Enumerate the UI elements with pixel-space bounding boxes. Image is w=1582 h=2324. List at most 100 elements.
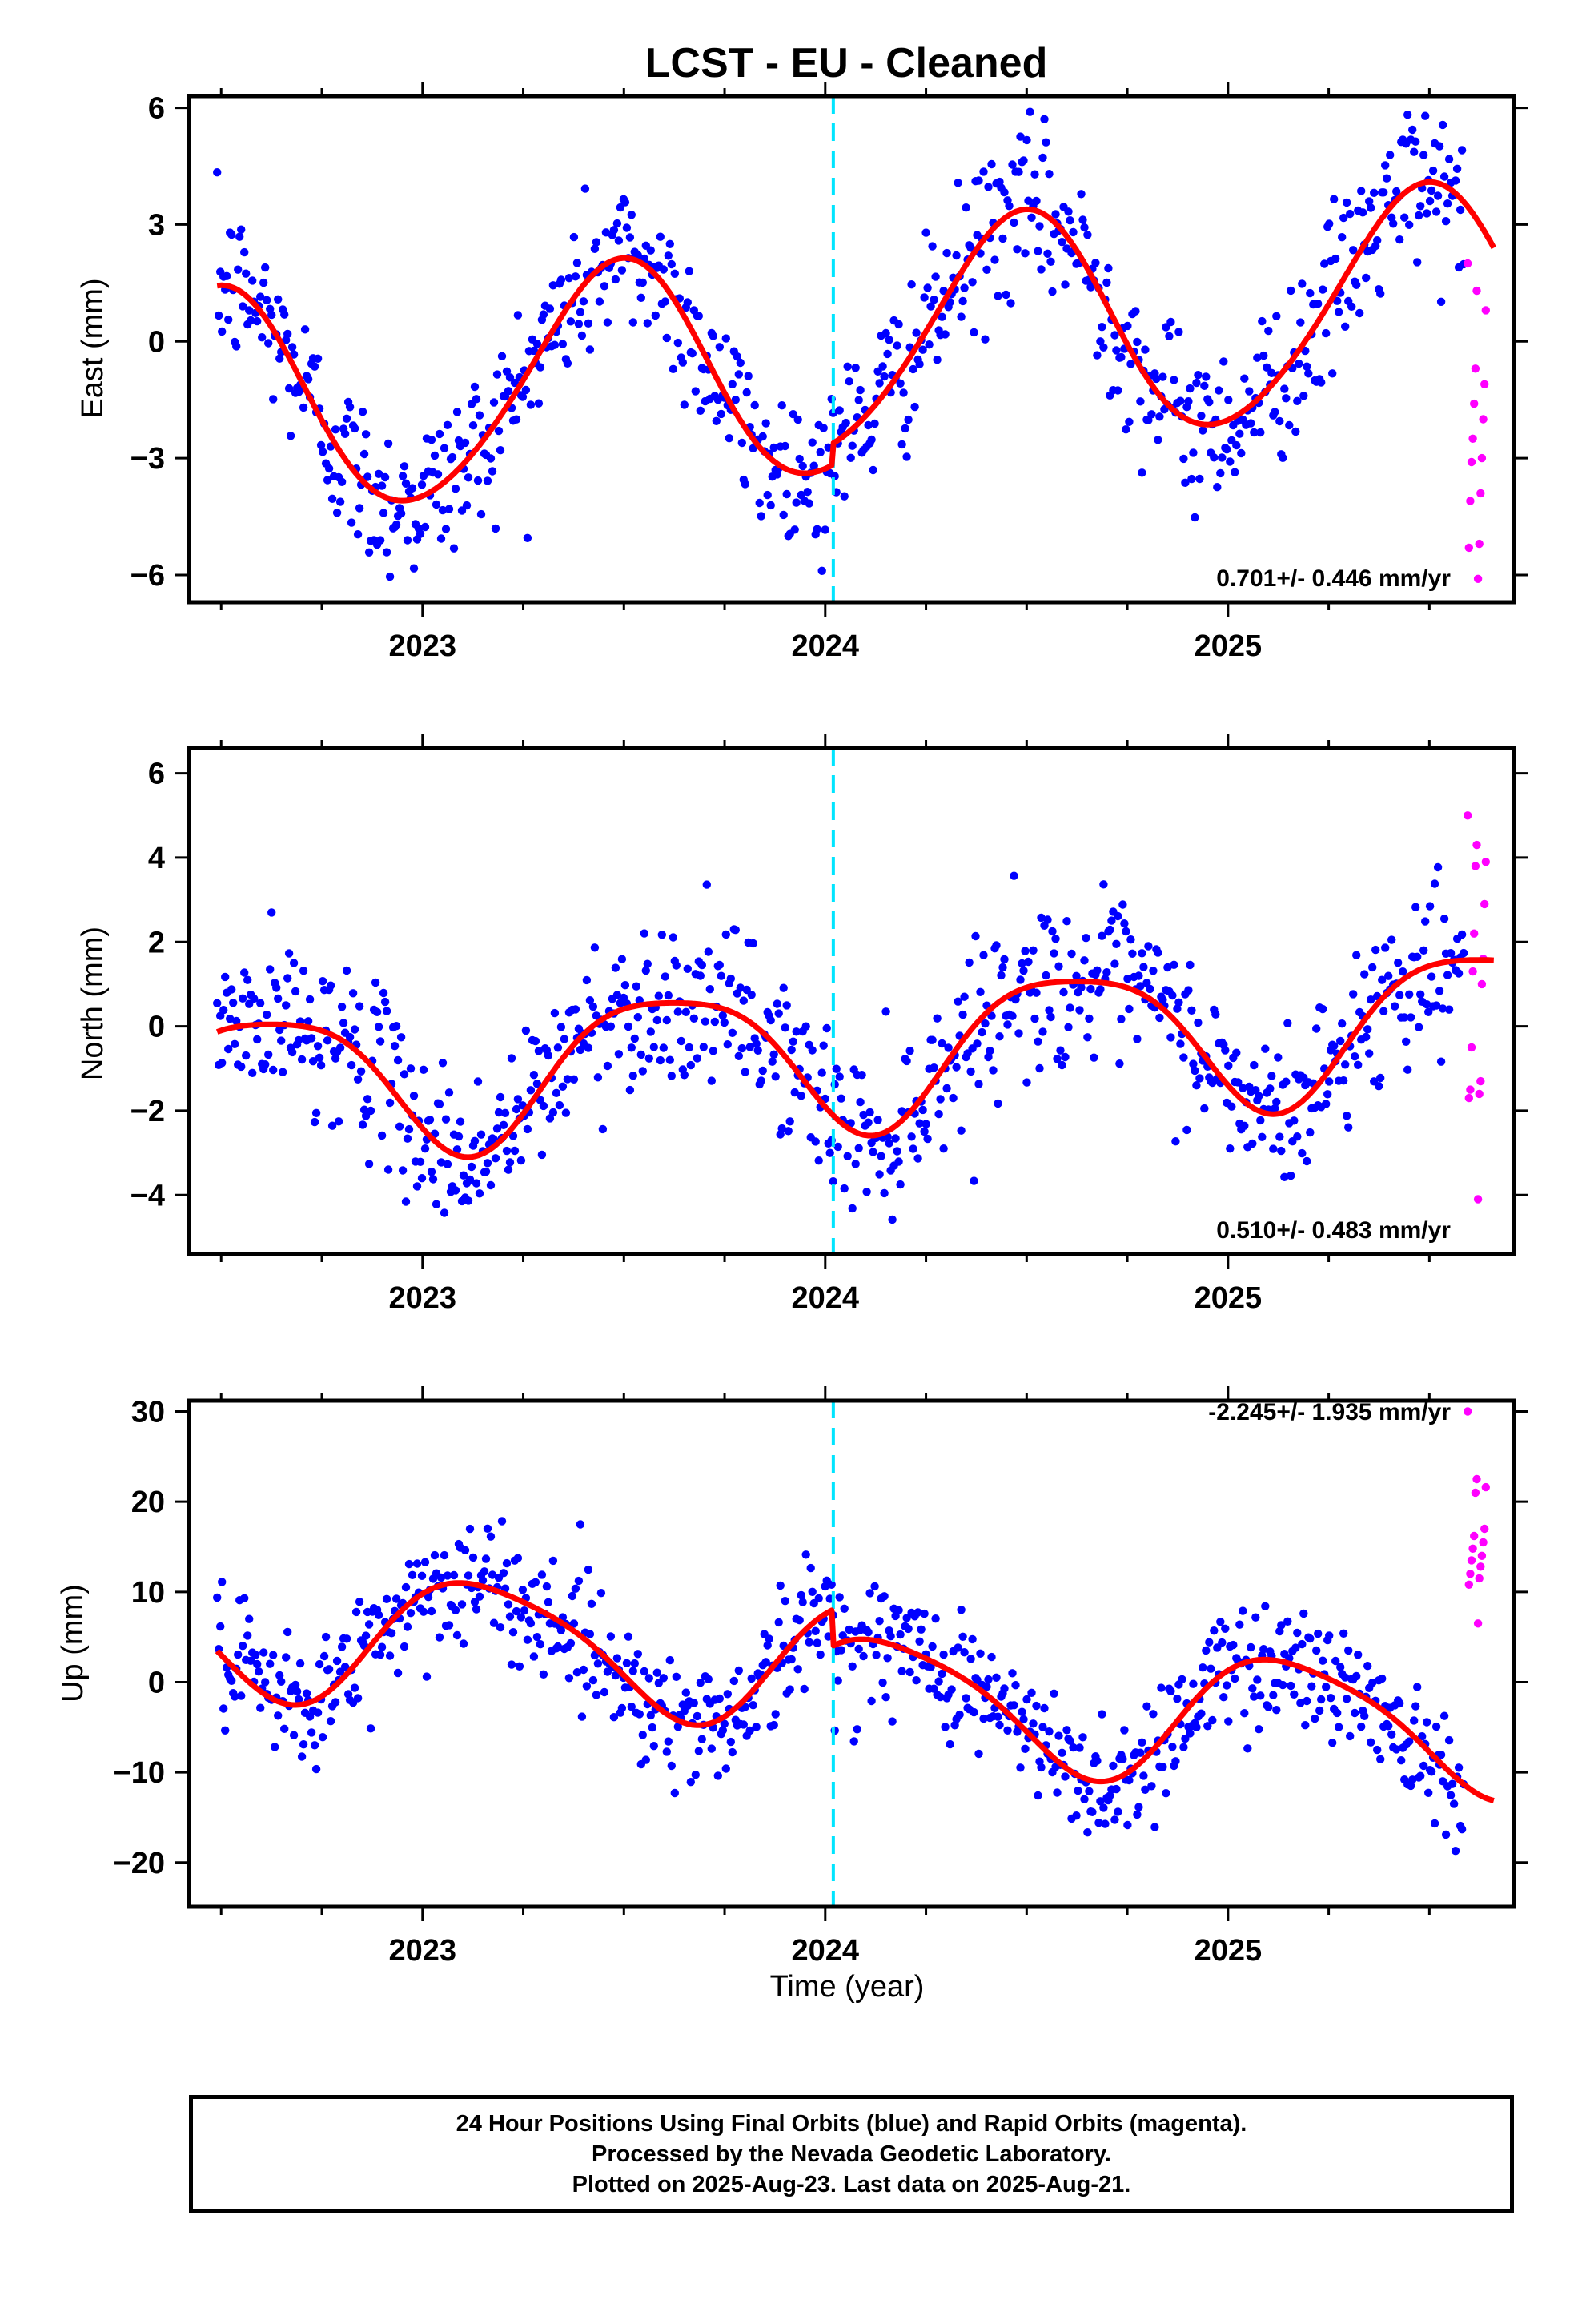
final-point-north [409, 1092, 419, 1100]
final-point-north [1136, 982, 1145, 991]
final-point-north [510, 1146, 520, 1156]
final-point-east [712, 416, 721, 425]
final-point-up [240, 1594, 249, 1603]
final-point-east [1293, 396, 1302, 405]
final-point-east [1038, 153, 1047, 163]
final-point-east [1439, 172, 1449, 181]
final-point-north [1395, 991, 1404, 999]
panel-up: Up (mm) -2.245+/- 1.935 mm/yr 2023 2024 20… [56, 1386, 1528, 1968]
final-point-north [231, 1039, 239, 1049]
final-point-north [840, 1184, 849, 1193]
final-point-east [286, 432, 295, 440]
final-point-up [787, 1655, 796, 1664]
final-point-east [846, 453, 855, 462]
rapid-point-up [1475, 1574, 1484, 1583]
final-point-up [382, 1594, 391, 1604]
final-point-east [464, 473, 473, 482]
final-point-north [617, 955, 627, 963]
final-point-up [280, 1724, 289, 1733]
final-point-east [1352, 280, 1361, 289]
final-point-north [1144, 942, 1153, 951]
final-point-east [938, 312, 946, 321]
final-point-east [1256, 428, 1265, 437]
final-point-east [1215, 386, 1223, 395]
final-point-east [875, 379, 884, 388]
final-point-north [282, 1001, 291, 1010]
final-point-up [1173, 1695, 1182, 1703]
final-point-up [994, 1712, 1002, 1721]
final-point-north [865, 1108, 874, 1117]
final-point-up [275, 1671, 284, 1680]
final-point-north [248, 1068, 257, 1078]
final-point-up [221, 1726, 230, 1735]
final-point-east [1319, 285, 1327, 294]
final-point-north [512, 1104, 521, 1114]
final-point-north [1018, 959, 1026, 968]
final-point-east [1253, 353, 1262, 362]
final-point-east [327, 494, 337, 503]
final-point-up [1395, 1699, 1404, 1708]
final-point-up [995, 1720, 1004, 1730]
final-point-east [1296, 318, 1305, 327]
final-point-up [1446, 1791, 1456, 1799]
final-point-east [1016, 132, 1025, 141]
final-point-up [600, 1687, 609, 1697]
final-point-up [713, 1771, 722, 1780]
final-point-up [403, 1622, 412, 1631]
final-point-east [625, 233, 635, 242]
final-point-east [1267, 368, 1276, 377]
final-point-east [248, 276, 257, 285]
frame-east [187, 94, 1516, 605]
final-point-east [984, 183, 993, 191]
final-point-north [939, 1144, 948, 1153]
final-point-east [1037, 265, 1046, 274]
final-point-north [1019, 966, 1028, 975]
final-point-up [665, 1655, 674, 1665]
final-point-north [1133, 1035, 1142, 1043]
final-point-east [1303, 362, 1311, 371]
model-curve-up [215, 1580, 1496, 1803]
final-point-north [665, 1055, 674, 1064]
final-point-north [465, 1175, 475, 1184]
final-point-east [758, 432, 767, 441]
final-point-north [1166, 1033, 1175, 1042]
final-point-north [837, 1094, 845, 1103]
rapid-point-north [1466, 1085, 1475, 1094]
final-point-north [391, 1022, 401, 1031]
final-point-east [856, 385, 865, 395]
final-point-east [1021, 249, 1030, 258]
final-point-up [920, 1609, 929, 1618]
final-point-up [1416, 1771, 1425, 1780]
final-point-north [1378, 975, 1387, 984]
final-point-up [593, 1659, 603, 1668]
final-point-up [728, 1747, 737, 1757]
final-point-north [1066, 1003, 1074, 1012]
final-point-east [899, 388, 908, 397]
final-point-north [606, 1022, 616, 1031]
final-point-up [1352, 1671, 1361, 1681]
final-point-east [763, 490, 772, 500]
final-point-up [1363, 1662, 1372, 1671]
final-point-east [1381, 161, 1390, 170]
final-point-up [1034, 1791, 1042, 1800]
final-point-up [664, 1737, 673, 1746]
final-point-up [1003, 1726, 1012, 1735]
final-point-north [976, 987, 985, 997]
final-point-up [526, 1618, 536, 1628]
final-point-north [1275, 1132, 1284, 1141]
final-point-east [664, 251, 673, 260]
final-point-up [1441, 1830, 1451, 1839]
final-point-east [504, 387, 513, 396]
final-point-up [213, 1593, 222, 1602]
final-point-east [910, 402, 919, 412]
final-point-east [1110, 331, 1119, 340]
final-point-up [569, 1619, 579, 1628]
final-point-east [303, 375, 313, 384]
final-point-up [1181, 1734, 1190, 1743]
final-point-up [1219, 1693, 1228, 1702]
final-point-up [966, 1655, 975, 1663]
final-point-east [1328, 369, 1337, 378]
final-point-north [747, 991, 756, 999]
final-point-up [577, 1712, 587, 1721]
final-point-up [331, 1698, 340, 1707]
